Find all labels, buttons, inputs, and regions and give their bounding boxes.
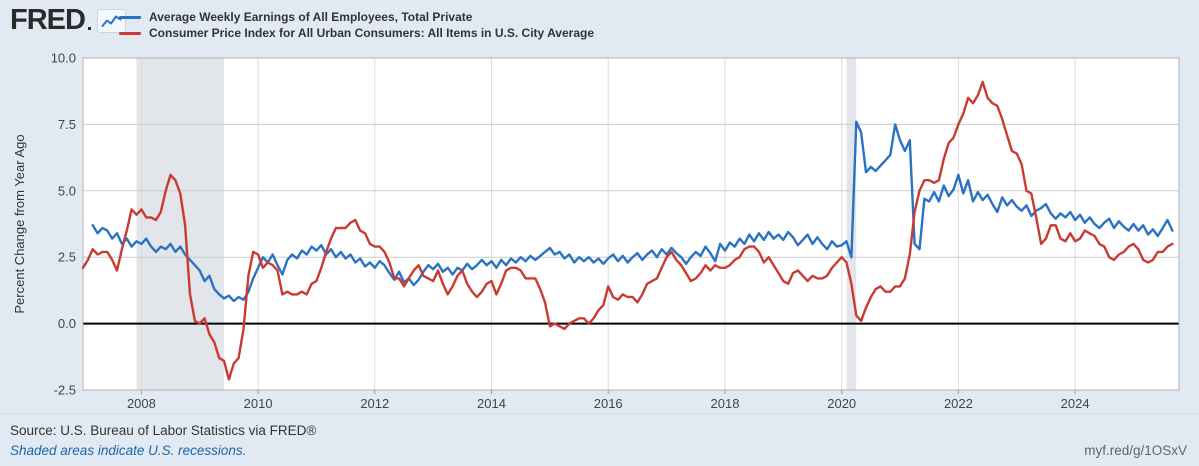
series-line-cpi: [81, 80, 1174, 381]
plot-border: [82, 57, 1180, 391]
x-tick-label: 2008: [127, 396, 156, 411]
shortlink[interactable]: myf.red/g/1OSxV: [1084, 443, 1187, 458]
y-tick-label: 5.0: [58, 183, 76, 198]
x-tick-label: 2018: [711, 396, 740, 411]
y-tick-label: 7.5: [58, 117, 76, 132]
plot-area[interactable]: [83, 58, 1179, 390]
y-tick-label: 0.0: [58, 316, 76, 331]
recession-band: [846, 58, 857, 390]
x-tick-label: 2010: [244, 396, 273, 411]
x-tick-label: 2014: [477, 396, 506, 411]
x-tick-label: 2022: [944, 396, 973, 411]
fred-logo-dot: [87, 27, 91, 30]
footer-divider: [0, 413, 1199, 414]
x-tick-label: 2012: [360, 396, 389, 411]
legend-swatch-red: [119, 31, 141, 35]
line-chart-squiggle-icon: [96, 8, 126, 33]
x-tick-label: 2016: [594, 396, 623, 411]
legend-swatch-blue: [119, 15, 141, 19]
legend-item-cpi: Consumer Price Index for All Urban Consu…: [119, 25, 594, 41]
recession-note-link[interactable]: Shaded areas indicate U.S. recessions.: [10, 443, 247, 458]
legend-label-cpi: Consumer Price Index for All Urban Consu…: [149, 26, 594, 40]
x-tick-label: 2024: [1061, 396, 1090, 411]
fred-logo[interactable]: FRED: [10, 4, 126, 37]
series-line-earnings: [91, 120, 1174, 303]
source-text: Source: U.S. Bureau of Labor Statistics …: [10, 423, 317, 438]
legend-label-earnings: Average Weekly Earnings of All Employees…: [149, 10, 473, 24]
chart-legend: Average Weekly Earnings of All Employees…: [119, 9, 594, 41]
y-tick-label: 10.0: [51, 51, 76, 66]
fred-logo-text: FRED: [10, 4, 86, 36]
y-tick-label: -2.5: [54, 383, 76, 398]
x-tick-label: 2020: [827, 396, 856, 411]
y-tick-label: 2.5: [58, 250, 76, 265]
legend-item-earnings: Average Weekly Earnings of All Employees…: [119, 9, 594, 25]
recession-band: [136, 58, 224, 390]
y-axis-title: Percent Change from Year Ago: [12, 134, 27, 313]
